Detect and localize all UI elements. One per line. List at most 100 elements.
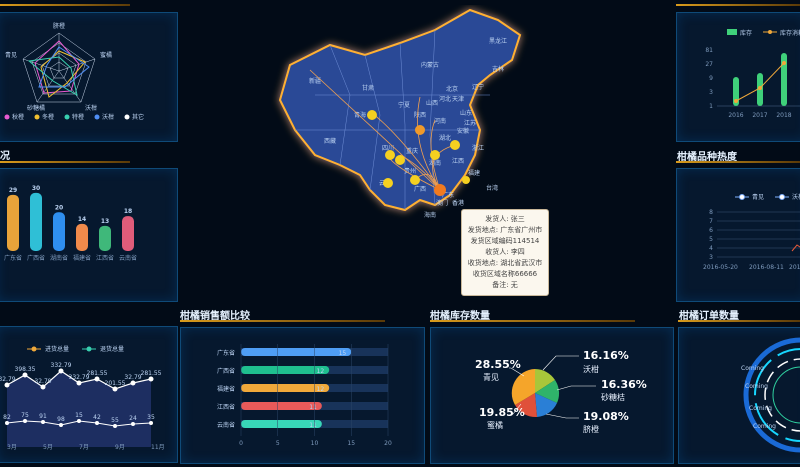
pie-slice[interactable] — [511, 369, 535, 405]
x-tick: 5 — [276, 440, 280, 447]
data-label: 398.35 — [15, 366, 36, 373]
province-label: 河南 — [434, 117, 446, 125]
data-point[interactable] — [112, 386, 118, 392]
radar-axis: 脐橙 — [53, 22, 65, 30]
bar[interactable] — [76, 223, 88, 251]
bar[interactable] — [53, 212, 65, 251]
data-label: 35 — [147, 414, 155, 421]
data-point[interactable] — [41, 420, 45, 424]
x-tick: 11月 — [151, 444, 165, 451]
data-point[interactable] — [149, 421, 153, 425]
province-label: 湖北 — [439, 134, 451, 142]
data-point[interactable] — [58, 368, 64, 374]
legend-item[interactable]: 沃柑 — [102, 113, 114, 121]
data-point[interactable] — [148, 376, 154, 382]
x-tick: 0 — [239, 440, 243, 447]
province-label: 辽宁 — [472, 83, 484, 91]
pie-slice[interactable] — [515, 393, 537, 418]
bar[interactable] — [241, 384, 330, 392]
pie-slice[interactable] — [535, 393, 557, 417]
data-label: 42 — [93, 414, 101, 421]
data-point[interactable] — [59, 423, 63, 427]
legend-item[interactable]: 青见 — [752, 193, 764, 201]
data-point[interactable] — [4, 382, 10, 388]
inventory-mix-chart: 库存 库存消耗比 81 27 9 3 1 2016 2017 2018 — [705, 29, 800, 119]
bar[interactable] — [30, 192, 42, 251]
tooltip-line: 发货地点: 广东省广州市 — [467, 226, 543, 234]
data-label: 32.79 — [34, 378, 51, 385]
title-underline — [676, 161, 800, 163]
bar[interactable] — [99, 225, 111, 251]
city-markers[interactable] — [367, 110, 470, 196]
data-point[interactable] — [23, 419, 27, 423]
radar-panel: 脐橙 蜜橘 沃柑 砂糖橘 青见 秋橙 冬橙 特橙 沃柑 其它 — [0, 12, 178, 142]
y-tick: 1 — [709, 103, 713, 110]
legend-item[interactable]: 进货总量 — [45, 345, 69, 353]
bar[interactable] — [241, 402, 322, 410]
data-point[interactable] — [76, 380, 82, 386]
bar-value-label: 15 — [339, 350, 347, 357]
section-title: 况 — [0, 151, 10, 162]
legend-item[interactable]: 秋橙 — [12, 113, 24, 121]
province-label: 香港 — [452, 199, 464, 207]
data-point[interactable] — [77, 419, 81, 423]
data-label: 82 — [3, 414, 11, 421]
section-title: 柑橘品种热度 — [677, 152, 737, 163]
data-point[interactable] — [40, 384, 46, 390]
province-label: 山西 — [426, 99, 438, 107]
line-legend[interactable]: 进货总量 退货总量 — [27, 345, 124, 353]
legend-item[interactable]: 沃柑 — [792, 193, 800, 201]
x-tick: 福建省 — [73, 254, 91, 262]
orders-panel: Coming Coming Coming Coming — [678, 327, 800, 464]
radar-legend[interactable]: 秋橙 冬橙 特橙 沃柑 其它 — [4, 113, 145, 121]
bar[interactable] — [241, 366, 330, 374]
legend-item[interactable]: 库存消耗比 — [780, 29, 800, 37]
line-panel: 进货总量 退货总量 32.79 398.35 32.79 332.79 332.79 28… — [0, 326, 178, 463]
y-tick: 云南省 — [217, 421, 235, 429]
legend-item[interactable]: 特橙 — [72, 113, 84, 121]
pie-slice[interactable] — [535, 369, 555, 393]
line-chart: 进货总量 退货总量 32.79398.3532.79332.79332.7928… — [0, 345, 165, 451]
data-label: 332.79 — [51, 362, 72, 369]
data-label: 15 — [75, 412, 83, 419]
data-label: 24 — [129, 415, 137, 422]
data-point[interactable] — [113, 424, 117, 428]
data-point[interactable] — [22, 372, 28, 378]
province-label: 贵州 — [404, 167, 416, 175]
province-label: 四川 — [382, 145, 394, 152]
map-tooltip: 发货人: 张三 发货地点: 广东省广州市 发货区域编码114514 收货人: 李… — [461, 209, 549, 296]
bar-value-label: 30 — [32, 185, 40, 192]
data-label: 32.79 — [0, 376, 16, 383]
orders-ring-chart: Coming Coming Coming Coming — [741, 337, 800, 453]
legend-item[interactable]: 冬橙 — [42, 113, 54, 121]
variety-legend[interactable]: 青见 沃柑 — [735, 193, 800, 201]
bar[interactable] — [7, 194, 19, 251]
legend-item[interactable]: 退货总量 — [100, 345, 124, 353]
pie-slice[interactable] — [535, 380, 560, 403]
x-tick: 湖南省 — [50, 254, 68, 262]
data-point[interactable] — [95, 421, 99, 425]
data-point[interactable] — [130, 380, 136, 386]
bar-value-label: 14 — [78, 216, 86, 223]
bar[interactable] — [241, 348, 352, 356]
x-tick: 广西省 — [27, 254, 45, 262]
bar[interactable] — [241, 420, 322, 428]
map-outline — [278, 8, 522, 212]
ring-label: Coming — [753, 423, 776, 430]
legend-item[interactable]: 其它 — [132, 113, 144, 121]
y-tick: 广西省 — [217, 367, 235, 375]
data-point[interactable] — [94, 376, 100, 382]
ring-label: Coming — [749, 405, 772, 412]
inventory-top-panel: 库存 库存消耗比 81 27 9 3 1 2016 2017 2018 — [676, 12, 800, 142]
data-point[interactable] — [131, 422, 135, 426]
bar-value-label: 13 — [101, 218, 109, 225]
title-underline — [180, 320, 385, 322]
data-point[interactable] — [5, 421, 9, 425]
inventory-legend[interactable]: 库存 库存消耗比 — [727, 29, 800, 37]
section-title: 柑橘销售额比较 — [180, 311, 250, 322]
province-label: 江苏 — [464, 119, 476, 127]
bar[interactable] — [122, 216, 134, 251]
data-label: 32.79 — [124, 374, 141, 381]
legend-item[interactable]: 库存 — [740, 29, 752, 37]
